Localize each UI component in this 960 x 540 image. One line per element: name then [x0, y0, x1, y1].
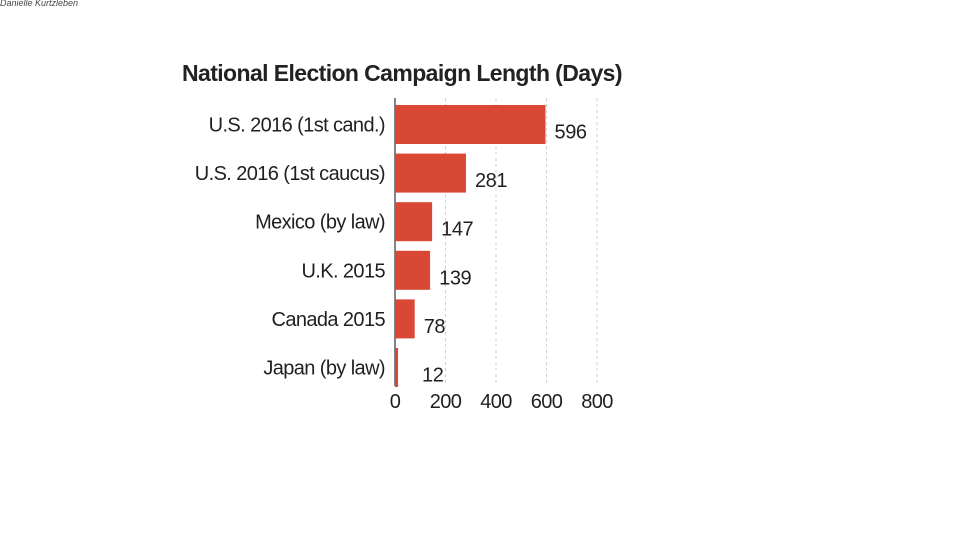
- bar-5: [395, 348, 399, 387]
- value-label: 139: [439, 267, 471, 289]
- value-label: 596: [554, 122, 586, 144]
- category-label: Mexico (by law): [255, 212, 385, 234]
- bar-1: [395, 153, 466, 193]
- bar-3: [395, 250, 431, 290]
- category-label: Canada 2015: [271, 309, 385, 331]
- x-tick-label: 0: [390, 391, 401, 413]
- ticks-layer: 0 200 400 600 800: [390, 391, 614, 413]
- x-tick-label: 200: [430, 391, 462, 413]
- bar-2: [395, 202, 433, 242]
- bars-layer: [395, 105, 546, 387]
- value-label: 147: [441, 219, 473, 241]
- category-label: Japan (by law): [263, 358, 385, 380]
- bar-0: [395, 105, 546, 144]
- x-tick-label: 600: [531, 391, 563, 413]
- bar-4: [395, 299, 415, 339]
- labels-layer: U.S. 2016 (1st cand.) 596 U.S. 2016 (1st c…: [195, 115, 588, 387]
- value-label: 78: [424, 316, 446, 338]
- credit-text: Danielle Kurtzleben: [0, 0, 79, 8]
- category-label: U.S. 2016 (1st cand.): [209, 115, 385, 137]
- chart-title: National Election Campaign Length (Days): [182, 60, 622, 86]
- category-label: U.K. 2015: [301, 260, 385, 282]
- category-label: U.S. 2016 (1st caucus): [195, 163, 385, 185]
- value-label: 281: [475, 170, 507, 192]
- x-tick-label: 400: [480, 391, 512, 413]
- x-tick-label: 800: [581, 391, 613, 413]
- value-label: 12: [422, 365, 444, 387]
